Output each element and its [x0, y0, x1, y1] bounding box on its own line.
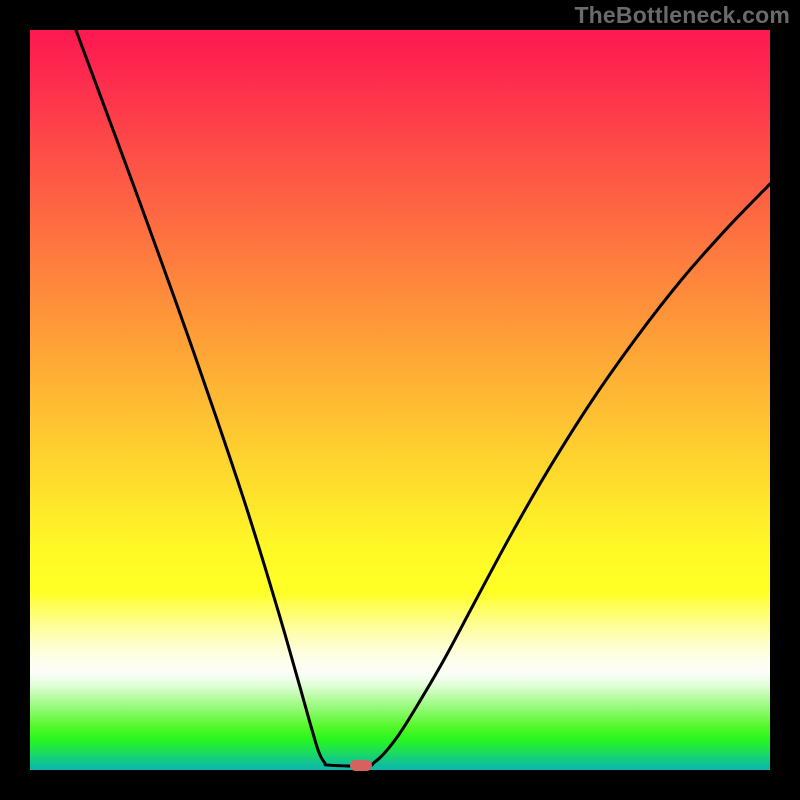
outer-frame: TheBottleneck.com — [0, 0, 800, 800]
plot-area — [30, 30, 770, 770]
curve-path — [76, 30, 770, 766]
bottleneck-curve — [30, 30, 770, 770]
optimum-marker — [350, 760, 372, 772]
watermark-text: TheBottleneck.com — [574, 2, 790, 29]
